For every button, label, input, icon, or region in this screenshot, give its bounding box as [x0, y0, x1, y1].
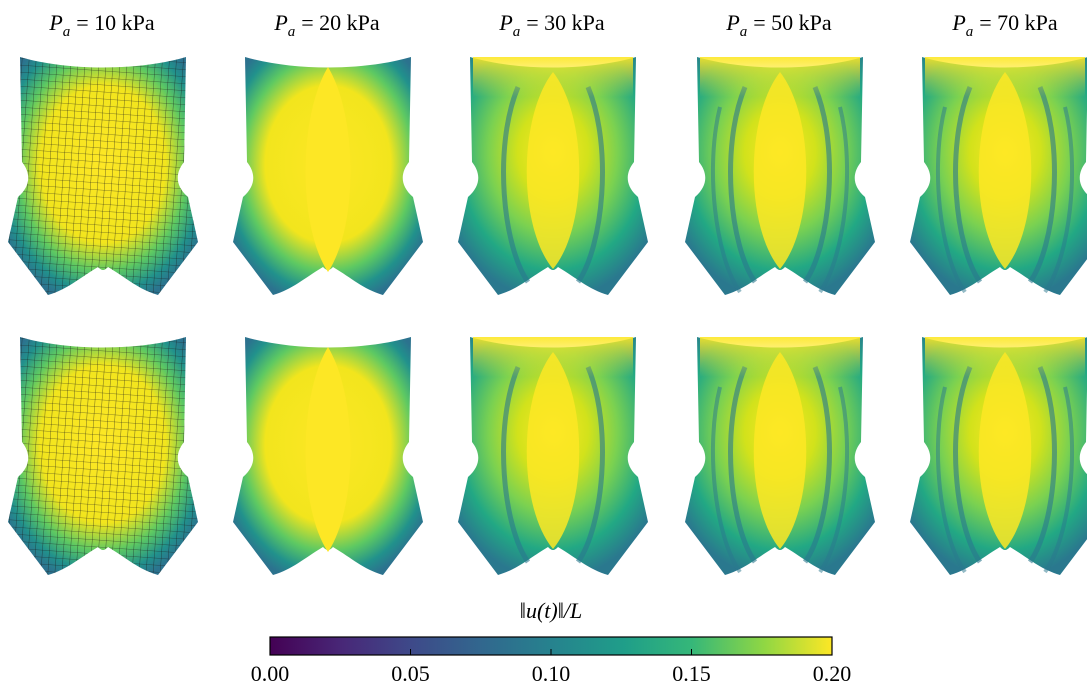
- deformed-shape: [910, 57, 1087, 295]
- panels: [8, 57, 1087, 575]
- tick-label: 0.10: [532, 661, 571, 686]
- colorbar: ‖u(t)‖/L 0.00 0.05 0.10 0.15 0.20: [251, 598, 852, 686]
- tick-label: 0.15: [672, 661, 711, 686]
- deformed-shape: [458, 337, 648, 575]
- column-title: Pa= 50 kPa: [725, 10, 832, 40]
- figure: Pa= 10 kPa Pa= 20 kPa Pa= 30 kPa Pa= 50 …: [0, 0, 1087, 686]
- column-title: Pa= 30 kPa: [498, 10, 605, 40]
- deformed-shape: [8, 337, 198, 575]
- column-title: Pa= 10 kPa: [48, 10, 155, 40]
- deformed-shape: [685, 337, 875, 575]
- deformed-shape: [233, 337, 423, 575]
- deformed-shape: [910, 337, 1087, 575]
- deformed-shape: [233, 57, 423, 295]
- tick-label: 0.20: [813, 661, 852, 686]
- tick-label: 0.05: [391, 661, 430, 686]
- deformed-shape: [685, 57, 875, 295]
- deformed-shape: [458, 57, 648, 295]
- colorbar-label: ‖u(t)‖/L: [520, 598, 582, 623]
- column-title: Pa= 20 kPa: [273, 10, 380, 40]
- deformed-shape: [8, 57, 198, 295]
- column-title: Pa= 70 kPa: [951, 10, 1058, 40]
- tick-label: 0.00: [251, 661, 290, 686]
- column-titles: Pa= 10 kPa Pa= 20 kPa Pa= 30 kPa Pa= 50 …: [48, 10, 1058, 40]
